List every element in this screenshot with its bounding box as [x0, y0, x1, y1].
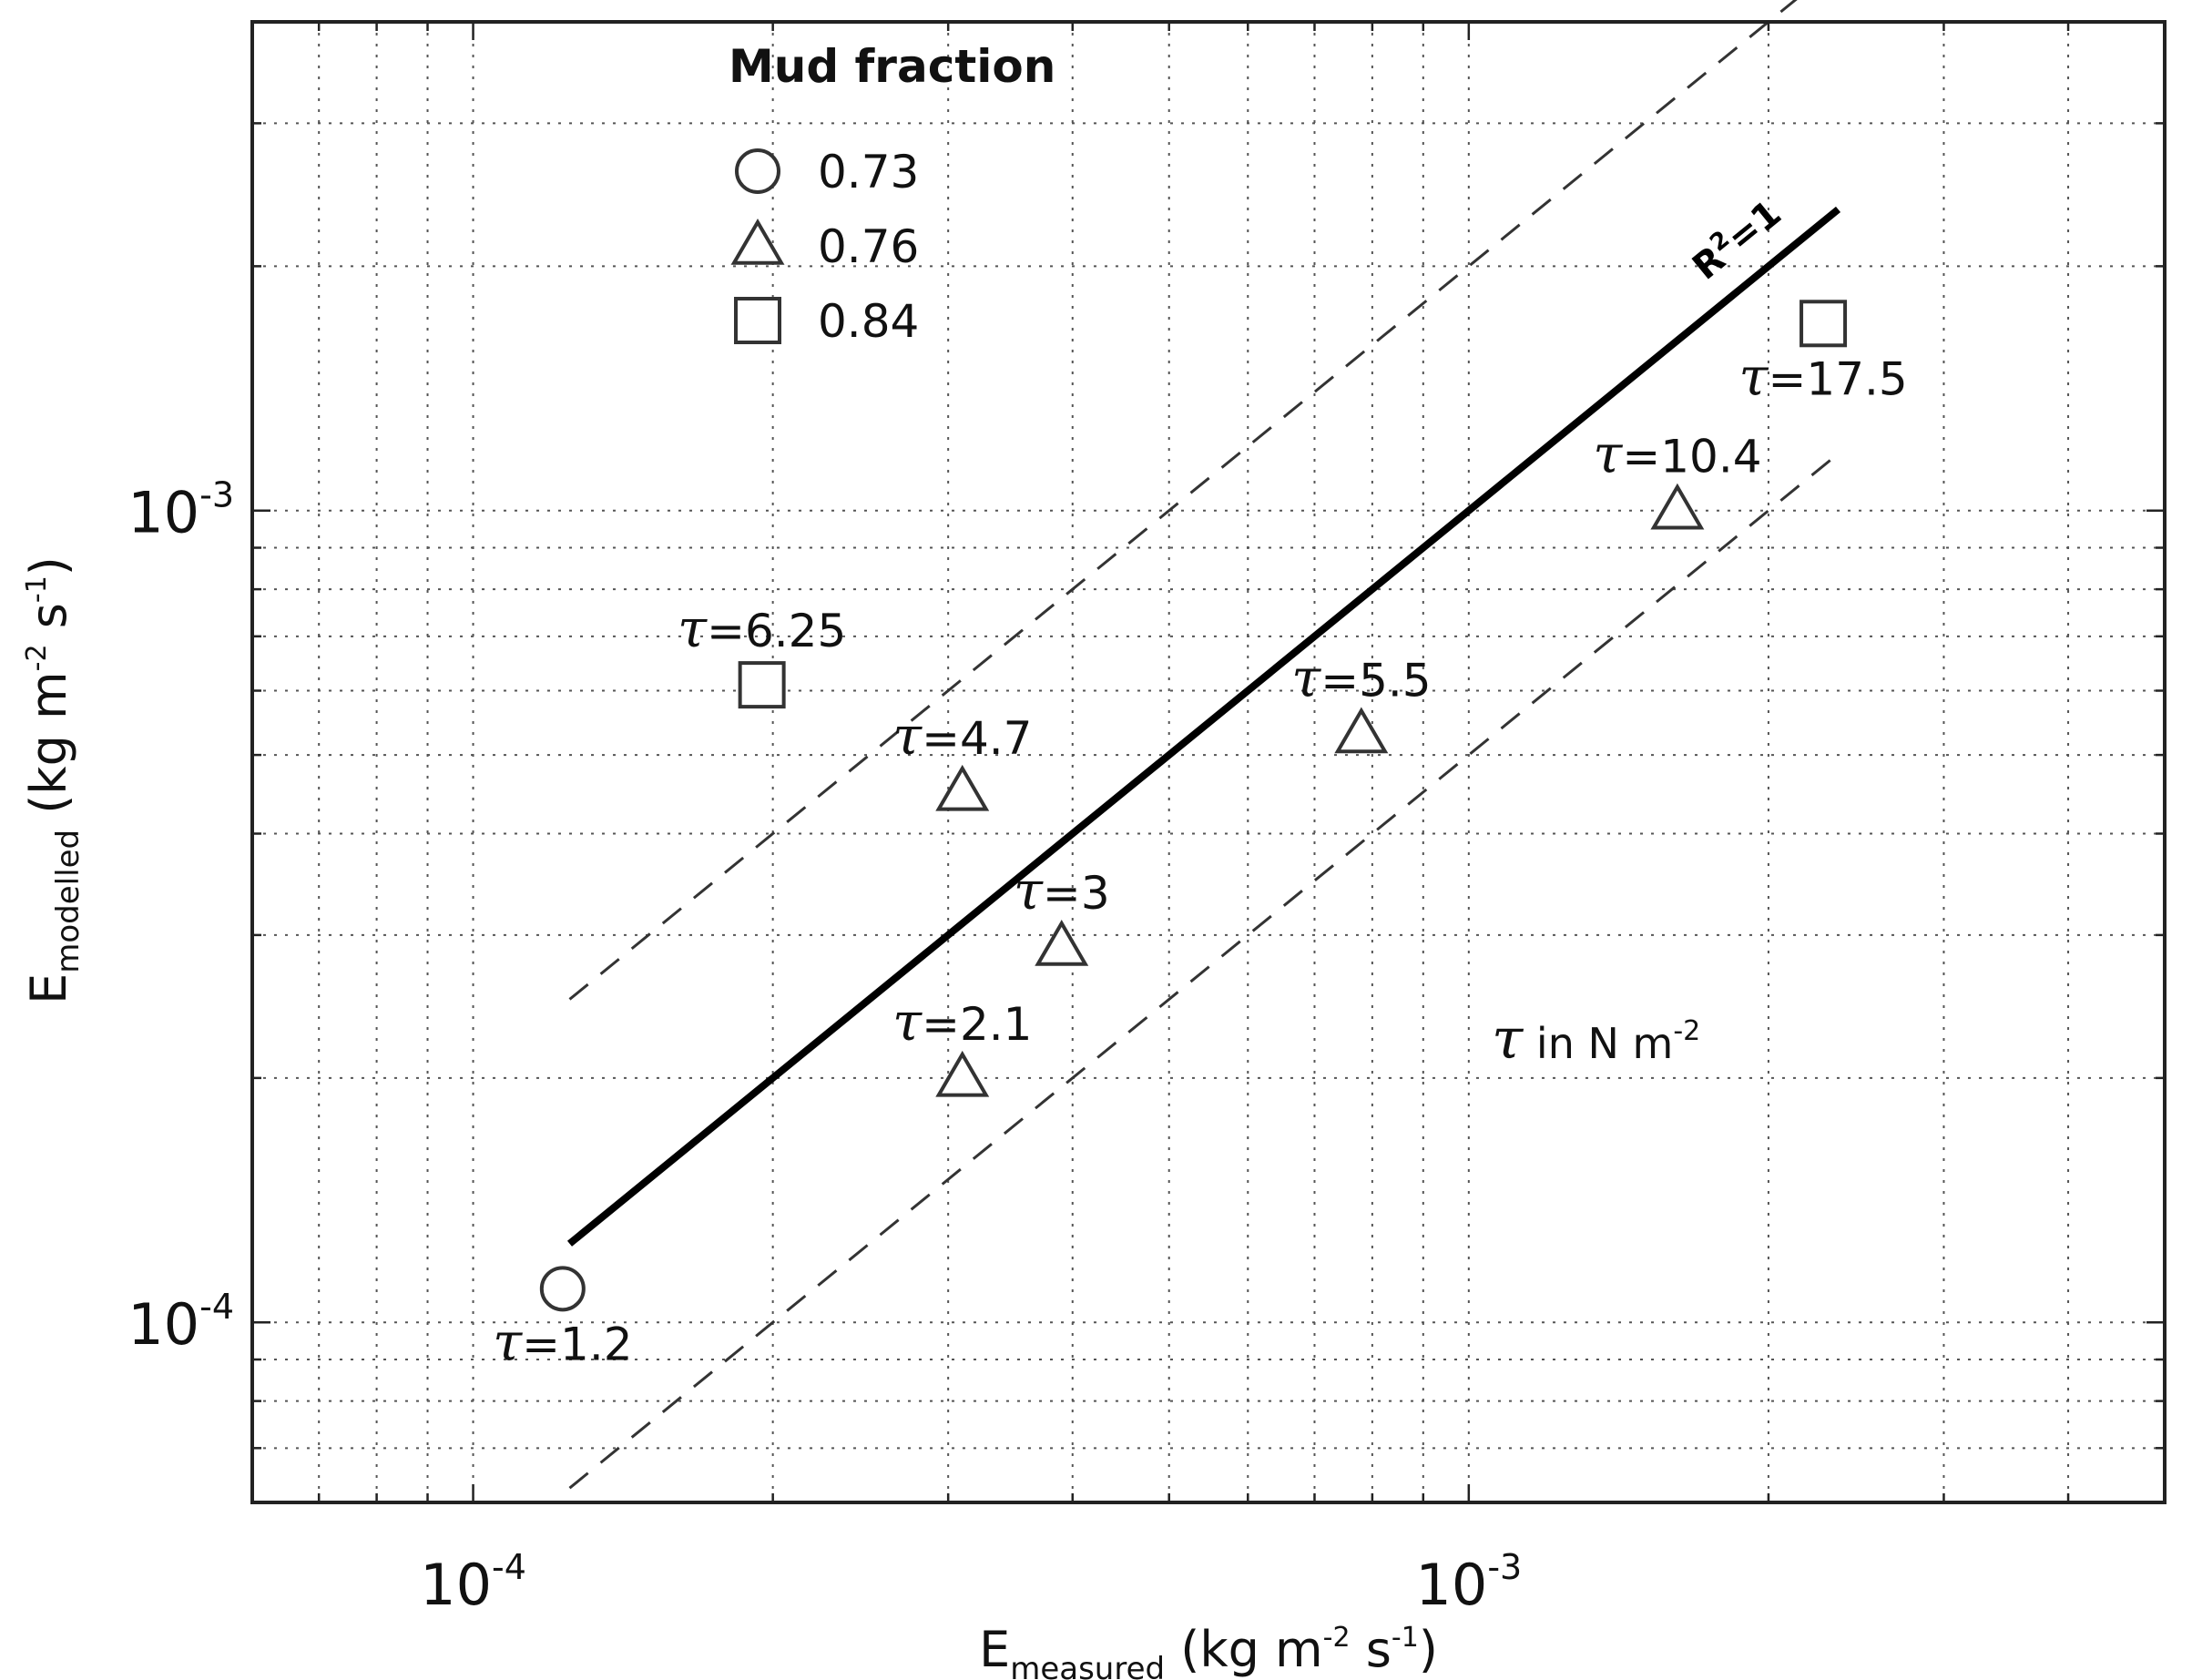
tau-symbol: τ	[1738, 345, 1769, 407]
x-axis-label-sup2: -1	[1392, 1622, 1419, 1654]
tau-symbol: τ	[678, 597, 708, 659]
point-label: τ=1.2	[493, 1310, 633, 1372]
point-triangle	[935, 764, 990, 811]
x-axis-label-unit: (kg m	[1165, 1621, 1323, 1678]
legend: Mud fraction 0.73 0.76 0.84	[729, 40, 1055, 348]
y-axis-label-sup1: -2	[21, 644, 53, 671]
point-label: τ=2.1	[892, 991, 1033, 1053]
y-axis-label-unit: (kg m	[20, 671, 77, 830]
point-label: τ=17.5	[1738, 345, 1907, 407]
point-label-value: =17.5	[1768, 352, 1907, 405]
one-to-one-line	[566, 206, 1841, 1247]
point-label-value: =5.5	[1320, 655, 1431, 708]
point-labels: τ=1.2τ=6.25τ=4.7τ=3τ=2.1τ=5.5τ=10.4τ=17.…	[493, 345, 1908, 1372]
x-tick-label-base: 10	[420, 1552, 492, 1618]
y-tick-label: 10-4	[127, 1287, 234, 1358]
point-label-value: =10.4	[1622, 431, 1761, 484]
point-label-value: =1.2	[522, 1318, 632, 1370]
data-points	[539, 300, 1848, 1312]
x-tick-label: 10-3	[1415, 1547, 1522, 1618]
y-axis-label-sup2: -1	[21, 575, 53, 603]
x-axis-label-unit-post: )	[1419, 1621, 1438, 1678]
y-axis-label-unit-post: )	[20, 556, 77, 575]
y-tick-label-exp: -3	[199, 475, 234, 515]
point-label-value: =6.25	[707, 605, 846, 657]
tau-symbol: τ	[1593, 423, 1623, 485]
point-label: τ=4.7	[892, 705, 1033, 767]
legend-marker-square	[734, 297, 781, 344]
x-tick-label-base: 10	[1415, 1552, 1487, 1618]
tau-symbol: τ	[892, 991, 923, 1053]
r-squared-label: R2=1	[1683, 190, 1789, 289]
axis-labels: Emeasured (kg m-2 s-1)Emodelled (kg m-2 …	[20, 556, 1438, 1680]
y-axis-label-sub: modelled	[50, 830, 87, 973]
y-tick-label-exp: -4	[199, 1287, 234, 1327]
axis-ticks: 10-4 10-310-410-3	[127, 20, 2167, 1618]
tau-symbol: τ	[892, 705, 923, 767]
point-triangle	[1035, 920, 1089, 966]
point-label-value: =2.1	[922, 998, 1032, 1051]
tau-symbol: τ	[1014, 860, 1044, 921]
tau-unit-text: in N m	[1523, 1019, 1673, 1068]
point-label-value: =3	[1043, 867, 1110, 920]
x-tick-label-exp: -3	[1487, 1547, 1522, 1587]
y-axis-label-main: E	[20, 973, 77, 1004]
point-square	[738, 661, 786, 709]
plot-frame	[250, 20, 2167, 1504]
x-tick-label-exp: -4	[492, 1547, 526, 1587]
x-axis-label-sub: measured	[1010, 1651, 1165, 1680]
x-axis-label-main: E	[979, 1621, 1010, 1678]
legend-marker-circle	[735, 148, 780, 194]
point-label: τ=10.4	[1593, 423, 1761, 485]
x-tick-label: 10-4	[420, 1547, 526, 1618]
legend-marker-triangle	[730, 219, 785, 265]
x-axis-label-unit-mid: s	[1351, 1621, 1392, 1678]
point-triangle	[1334, 707, 1389, 754]
legend-title: Mud fraction	[729, 40, 1055, 93]
y-tick-label: 10-3	[127, 475, 234, 546]
y-tick-label-base: 10	[127, 480, 199, 546]
y-tick-label-base: 10	[127, 1291, 199, 1358]
grid-lines	[251, 21, 2166, 1503]
point-triangle	[935, 1050, 990, 1097]
tau-unit-sup: -2	[1673, 1015, 1700, 1047]
legend-label: 0.76	[818, 220, 919, 273]
tau-symbol: τ	[493, 1310, 523, 1372]
factor-line	[568, 453, 1840, 1490]
factor-line	[568, 0, 1798, 1001]
point-label-value: =4.7	[922, 712, 1032, 765]
x-axis-label: Emeasured (kg m-2 s-1)	[979, 1621, 1438, 1680]
point-label: τ=5.5	[1291, 647, 1432, 709]
x-axis-label-sup1: -2	[1323, 1622, 1351, 1654]
legend-label: 0.73	[818, 146, 919, 199]
point-label: τ=3	[1014, 860, 1110, 921]
y-axis-label: Emodelled (kg m-2 s-1)	[20, 556, 87, 1004]
tau-symbol: τ	[1291, 647, 1321, 709]
tau-unit-symbol: τ	[1492, 1005, 1524, 1072]
point-circle	[539, 1266, 586, 1312]
legend-label: 0.84	[818, 295, 919, 348]
tau-unit-note: τ in N m-2	[1492, 1005, 1700, 1072]
point-triangle	[1650, 483, 1705, 530]
y-axis-label-unit-mid: s	[20, 603, 77, 644]
point-square	[1799, 300, 1848, 348]
point-label: τ=6.25	[678, 597, 846, 659]
